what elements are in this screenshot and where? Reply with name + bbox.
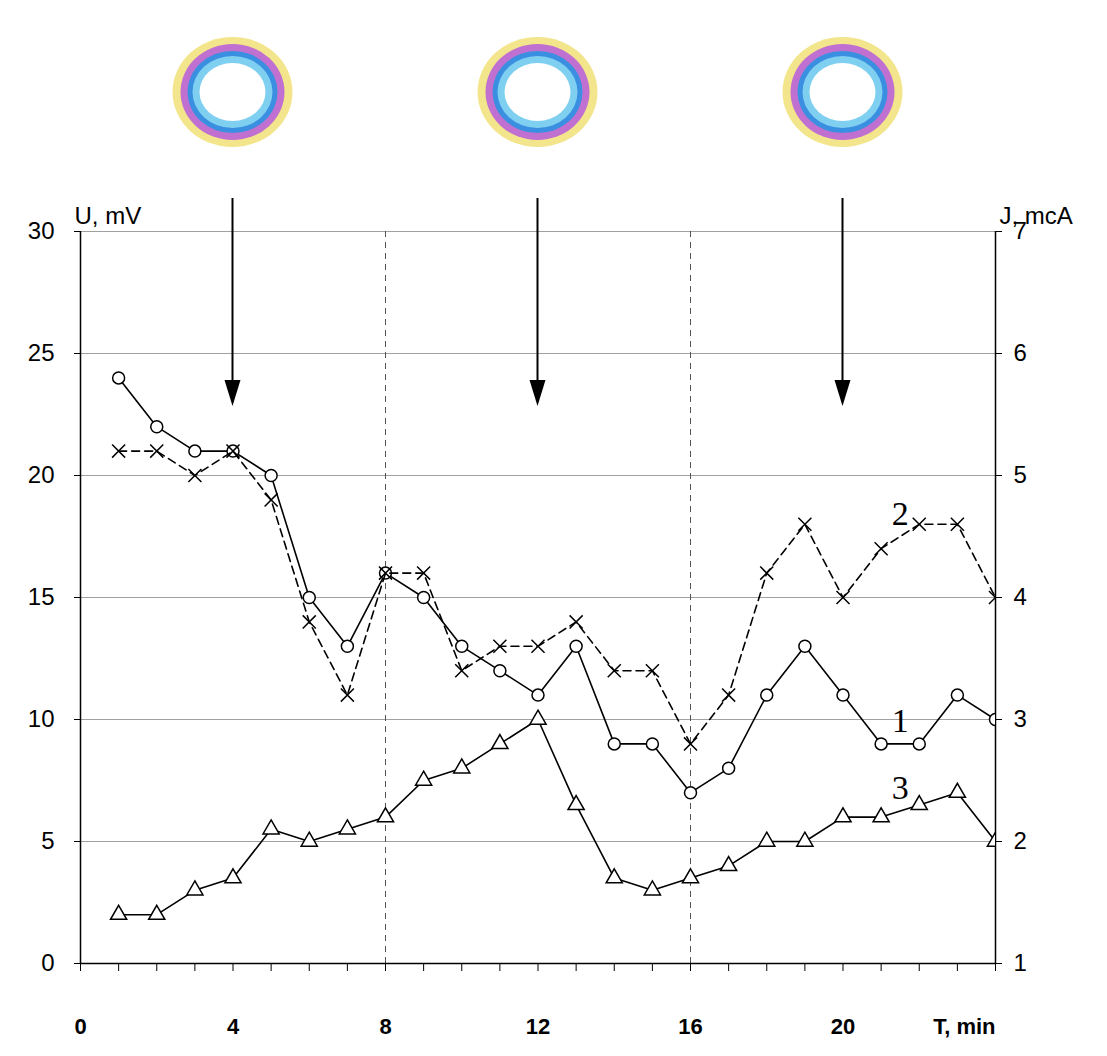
svg-text:3: 3 [1014, 705, 1027, 732]
svg-text:3: 3 [892, 769, 909, 806]
svg-text:12: 12 [526, 1014, 550, 1039]
svg-text:U, mV: U, mV [75, 202, 142, 229]
svg-text:J, mcA: J, mcA [1000, 202, 1073, 229]
svg-text:15: 15 [28, 583, 55, 610]
svg-text:4: 4 [1014, 583, 1027, 610]
svg-text:8: 8 [379, 1014, 391, 1039]
svg-text:0: 0 [41, 949, 54, 976]
svg-text:7: 7 [1013, 217, 1027, 245]
svg-text:5: 5 [1014, 461, 1027, 488]
svg-text:1: 1 [1014, 949, 1027, 976]
svg-text:25: 25 [28, 339, 55, 366]
svg-text:10: 10 [28, 705, 55, 732]
svg-text:6: 6 [1014, 339, 1027, 366]
svg-text:1: 1 [892, 702, 909, 739]
svg-text:20: 20 [831, 1014, 855, 1039]
svg-text:2: 2 [1014, 827, 1027, 854]
svg-text:16: 16 [678, 1014, 702, 1039]
svg-text:0: 0 [74, 1014, 86, 1039]
svg-text:20: 20 [28, 461, 55, 488]
svg-text:5: 5 [41, 827, 54, 854]
svg-text:2: 2 [892, 495, 909, 532]
svg-text:T, min: T, min [933, 1014, 995, 1039]
svg-text:4: 4 [227, 1014, 240, 1039]
svg-text:30: 30 [28, 217, 55, 244]
